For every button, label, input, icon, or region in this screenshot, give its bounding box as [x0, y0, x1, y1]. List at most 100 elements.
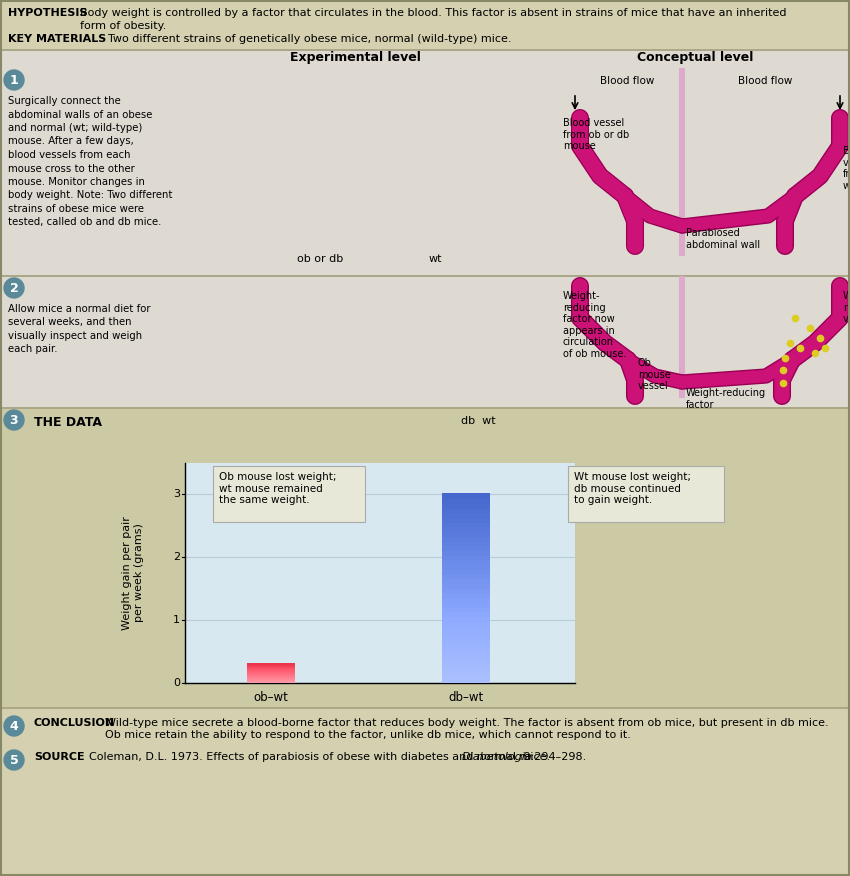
Bar: [246, 678, 295, 680]
Text: mouse. After a few days,: mouse. After a few days,: [8, 137, 133, 146]
Bar: [442, 588, 490, 593]
Bar: [246, 682, 295, 683]
Bar: [442, 611, 490, 617]
Text: ob  wt: ob wt: [263, 514, 297, 525]
Text: each pair.: each pair.: [8, 344, 58, 355]
Text: Blood vessel
from ob or db
mouse: Blood vessel from ob or db mouse: [563, 118, 629, 152]
Circle shape: [4, 410, 24, 430]
Circle shape: [4, 278, 24, 298]
Bar: [246, 676, 295, 678]
Bar: [679, 68, 685, 256]
Bar: [246, 681, 295, 682]
Bar: [246, 673, 295, 674]
Bar: [442, 649, 490, 654]
Text: Weight gain per pair
per week (grams): Weight gain per pair per week (grams): [122, 516, 144, 630]
Text: 3: 3: [173, 490, 180, 499]
Bar: [246, 675, 295, 677]
FancyBboxPatch shape: [213, 466, 365, 522]
Text: Diabetologia: Diabetologia: [462, 752, 533, 762]
Text: Coleman, D.L. 1973. Effects of parabiosis of obese with diabetes and normal mice: Coleman, D.L. 1973. Effects of parabiosi…: [89, 752, 553, 762]
Text: 5: 5: [9, 753, 19, 766]
Bar: [246, 677, 295, 678]
Bar: [679, 276, 685, 398]
Bar: [442, 550, 490, 555]
Bar: [442, 635, 490, 640]
Bar: [246, 678, 295, 679]
Bar: [442, 663, 490, 669]
Bar: [442, 555, 490, 561]
Bar: [442, 507, 490, 513]
Bar: [558, 68, 850, 276]
Bar: [246, 679, 295, 681]
Bar: [442, 616, 490, 622]
Bar: [246, 666, 295, 668]
Text: mouse cross to the other: mouse cross to the other: [8, 164, 135, 173]
Text: SOURCE: SOURCE: [34, 752, 85, 762]
Bar: [246, 675, 295, 676]
Bar: [246, 670, 295, 672]
Bar: [246, 668, 295, 669]
Bar: [0, 708, 850, 876]
Bar: [442, 498, 490, 504]
Bar: [246, 667, 295, 668]
Circle shape: [4, 716, 24, 736]
Text: 1: 1: [173, 615, 180, 625]
Text: Experimental level: Experimental level: [290, 52, 421, 65]
Bar: [442, 578, 490, 584]
Text: blood vessels from each: blood vessels from each: [8, 150, 131, 160]
Text: Weight-
reducing
factor now
appears in
circulation
of ob mouse.: Weight- reducing factor now appears in c…: [563, 291, 626, 359]
Text: 1: 1: [9, 74, 19, 87]
Text: KEY MATERIALS: KEY MATERIALS: [8, 34, 106, 44]
Bar: [246, 680, 295, 682]
Text: 3: 3: [9, 413, 19, 427]
Bar: [246, 666, 295, 667]
Bar: [246, 664, 295, 665]
Bar: [0, 68, 850, 276]
Text: Blood flow: Blood flow: [738, 76, 792, 86]
FancyBboxPatch shape: [568, 466, 724, 522]
Bar: [246, 673, 295, 675]
Text: abdominal walls of an obese: abdominal walls of an obese: [8, 110, 152, 119]
Bar: [0, 275, 850, 277]
Text: Ob mouse lost weight;
wt mouse remained
the same weight.: Ob mouse lost weight; wt mouse remained …: [219, 472, 337, 505]
Text: ob–wt: ob–wt: [253, 691, 288, 704]
Bar: [442, 512, 490, 518]
Bar: [246, 680, 295, 682]
Bar: [442, 493, 490, 499]
Bar: [246, 675, 295, 676]
Text: Wild-type
mouse
vessel: Wild-type mouse vessel: [843, 291, 850, 324]
Text: HYPOTHESIS: HYPOTHESIS: [8, 8, 88, 18]
Bar: [442, 503, 490, 509]
Text: Allow mice a normal diet for: Allow mice a normal diet for: [8, 304, 150, 314]
Text: Weight-reducing
factor: Weight-reducing factor: [686, 388, 766, 410]
Bar: [442, 540, 490, 547]
Text: Parabiosed
abdominal wall: Parabiosed abdominal wall: [686, 228, 760, 250]
Bar: [246, 676, 295, 677]
Bar: [185, 463, 575, 683]
Bar: [442, 564, 490, 570]
Text: CONCLUSION: CONCLUSION: [34, 718, 115, 728]
Text: body weight. Note: Two different: body weight. Note: Two different: [8, 190, 173, 201]
Text: Blood
vessel
from
wt mouse: Blood vessel from wt mouse: [843, 146, 850, 191]
Bar: [442, 677, 490, 683]
Bar: [442, 653, 490, 660]
Text: db–wt: db–wt: [448, 691, 484, 704]
Bar: [0, 707, 850, 709]
Bar: [442, 574, 490, 579]
Bar: [442, 602, 490, 608]
Bar: [442, 644, 490, 650]
Bar: [246, 663, 295, 665]
Bar: [246, 668, 295, 670]
Bar: [246, 677, 295, 679]
Bar: [442, 625, 490, 631]
Bar: [246, 681, 295, 682]
Text: db  wt: db wt: [461, 416, 496, 426]
Circle shape: [4, 750, 24, 770]
Text: Body weight is controlled by a factor that circulates in the blood. This factor : Body weight is controlled by a factor th…: [80, 8, 786, 18]
Text: ob or db: ob or db: [297, 254, 343, 264]
Bar: [442, 545, 490, 551]
Bar: [442, 621, 490, 626]
Bar: [442, 560, 490, 565]
Text: strains of obese mice were: strains of obese mice were: [8, 204, 144, 214]
Bar: [442, 606, 490, 612]
